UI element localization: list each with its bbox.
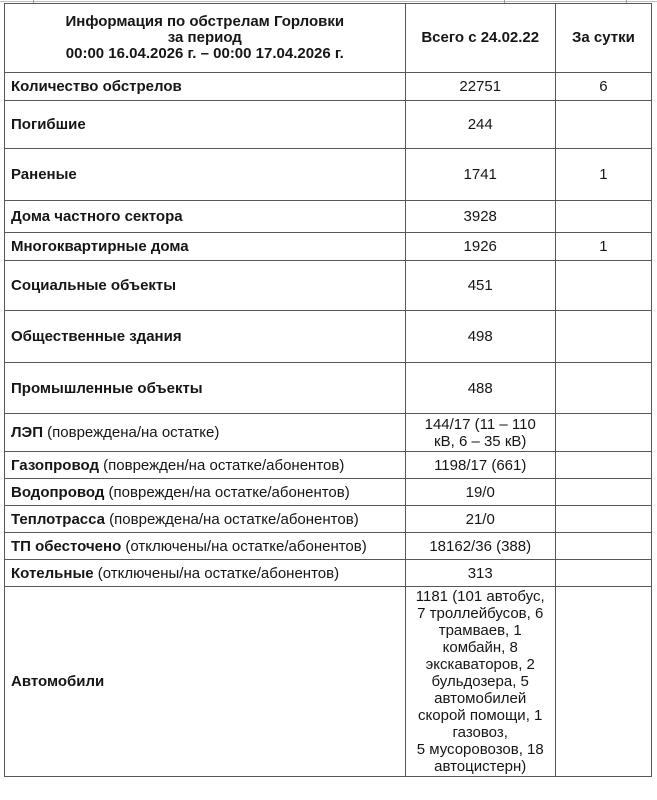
table-row: Количество обстрелов 22751 6	[4, 72, 653, 101]
total-value-cell: 244	[404, 100, 556, 149]
table-row: Теплотрасса (повреждена/на остатке/абоне…	[4, 505, 653, 533]
daily-value-cell	[554, 532, 653, 560]
row-label: Дома частного сектора	[11, 208, 183, 225]
row-label-cell: Котельные (отключены/на остатке/абоненто…	[4, 559, 406, 587]
column-header-total: Всего с 24.02.22	[404, 3, 556, 73]
total-value-cell: 21/0	[404, 505, 556, 533]
row-label: Водопровод	[11, 483, 105, 501]
total-value-cell: 22751	[404, 72, 556, 101]
daily-value-cell	[554, 260, 653, 311]
total-value-cell: 498	[404, 310, 556, 363]
shelling-info-table: Информация по обстрелам Горловки за пери…	[4, 3, 653, 777]
daily-value-cell	[554, 362, 653, 414]
table-row: ТП обесточено (отключены/на остатке/абон…	[4, 532, 653, 560]
table-row: ЛЭП (повреждена/на остатке) 144/17 (11 –…	[4, 413, 653, 452]
total-value-cell: 1741	[404, 148, 556, 201]
row-label: Котельные	[11, 564, 94, 582]
row-label: Промышленные объекты	[11, 379, 203, 397]
row-label-cell: Теплотрасса (повреждена/на остатке/абоне…	[4, 505, 406, 533]
row-label-note: (поврежден/на остатке/абонентов)	[104, 483, 350, 501]
row-label-cell: Газопровод (поврежден/на остатке/абонент…	[4, 451, 406, 479]
total-value-cell: 313	[404, 559, 556, 587]
table-header-row: Информация по обстрелам Горловки за пери…	[4, 3, 653, 73]
row-label-cell: ТП обесточено (отключены/на остатке/абон…	[4, 532, 406, 560]
daily-value-cell	[554, 451, 653, 479]
table-row: Дома частного сектора 3928	[4, 200, 653, 233]
row-label-note: (поврежден/на остатке/абонентов)	[98, 456, 345, 474]
row-label: Количество обстрелов	[11, 78, 182, 95]
row-label: Социальные объекты	[11, 277, 177, 294]
row-label: Теплотрасса	[11, 510, 105, 528]
column-header-daily: За сутки	[554, 3, 653, 73]
row-label: Погибшие	[11, 116, 86, 133]
row-label-cell: Количество обстрелов	[4, 72, 406, 101]
row-label-cell: Промышленные объекты	[4, 362, 406, 414]
daily-value-cell	[554, 478, 653, 506]
total-value-cell: 1198/17 (661)	[404, 451, 556, 479]
daily-value-cell: 6	[554, 72, 653, 101]
total-value-cell: 144/17 (11 – 110 кВ, 6 – 35 кВ)	[404, 413, 556, 452]
total-value-cell: 18162/36 (388)	[404, 532, 556, 560]
row-label: Автомобили	[11, 673, 105, 690]
table-row: Раненые 1741 1	[4, 148, 653, 201]
table-row: Общественные здания 498	[4, 310, 653, 363]
daily-value-cell	[554, 586, 653, 777]
table-row: Водопровод (поврежден/на остатке/абонент…	[4, 478, 653, 506]
table-row: Погибшие 244	[4, 100, 653, 149]
row-label: Многоквартирные дома	[11, 238, 189, 255]
table-row: Многоквартирные дома 1926 1	[4, 232, 653, 261]
table-row: Котельные (отключены/на остатке/абоненто…	[4, 559, 653, 587]
total-value-cell: 3928	[404, 200, 556, 233]
table-row: Газопровод (поврежден/на остатке/абонент…	[4, 451, 653, 479]
table-row: Автомобили 1181 (101 автобус, 7 троллейб…	[4, 586, 653, 777]
row-label: Газопровод	[11, 456, 99, 474]
row-label-cell: Раненые	[4, 148, 406, 201]
row-label-note: (повреждена/на остатке/абонентов)	[105, 510, 359, 528]
row-label: ЛЭП	[11, 424, 43, 441]
row-label-note: (отключены/на остатке/абонентов)	[121, 537, 367, 555]
table-row: Социальные объекты 451	[4, 260, 653, 311]
cropped-border-artifact	[504, 0, 505, 4]
row-label-cell: Автомобили	[4, 586, 406, 777]
row-label-cell: Дома частного сектора	[4, 200, 406, 233]
total-value-cell: 488	[404, 362, 556, 414]
table-title: Информация по обстрелам Горловки за пери…	[4, 3, 406, 73]
row-label-note: (повреждена/на остатке)	[42, 424, 220, 441]
row-label: Раненые	[11, 166, 77, 183]
row-label-cell: Общественные здания	[4, 310, 406, 363]
daily-value-cell	[554, 559, 653, 587]
total-value-cell: 1926	[404, 232, 556, 261]
row-label-cell: Многоквартирные дома	[4, 232, 406, 261]
row-label-cell: Водопровод (поврежден/на остатке/абонент…	[4, 478, 406, 506]
cropped-border-artifact	[626, 0, 627, 4]
table-row: Промышленные объекты 488	[4, 362, 653, 414]
total-value-cell: 451	[404, 260, 556, 311]
row-label-cell: Погибшие	[4, 100, 406, 149]
row-label: Общественные здания	[11, 328, 182, 345]
row-label-note: (отключены/на остатке/абонентов)	[93, 564, 340, 582]
daily-value-cell	[554, 413, 653, 452]
daily-value-cell	[554, 200, 653, 233]
daily-value-cell	[554, 100, 653, 149]
daily-value-cell	[554, 505, 653, 533]
total-value-cell: 1181 (101 автобус, 7 троллейбусов, 6 тра…	[404, 586, 556, 777]
daily-value-cell: 1	[554, 232, 653, 261]
cropped-border-artifact	[33, 0, 34, 4]
row-label-cell: ЛЭП (повреждена/на остатке)	[4, 413, 406, 452]
row-label-cell: Социальные объекты	[4, 260, 406, 311]
cropped-border-artifact	[0, 1, 657, 2]
total-value-cell: 19/0	[404, 478, 556, 506]
daily-value-cell: 1	[554, 148, 653, 201]
daily-value-cell	[554, 310, 653, 363]
row-label: ТП обесточено	[11, 537, 122, 555]
